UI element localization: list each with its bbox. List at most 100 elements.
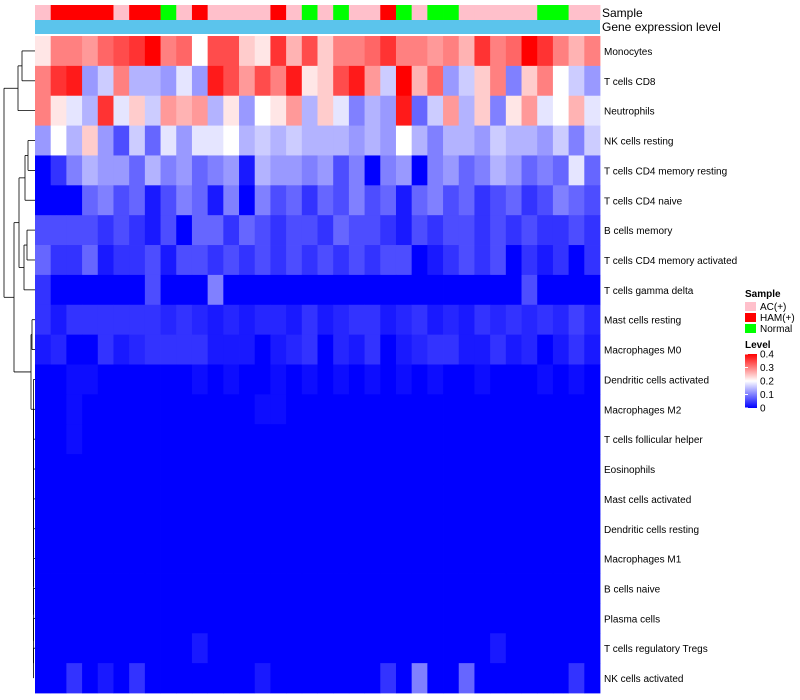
row-label: Eosinophils [604,465,655,476]
heatmap-cell [537,304,554,336]
heatmap-cell [348,274,365,306]
heatmap-cell [254,155,271,186]
heatmap-cell [584,245,601,276]
heatmap-cell [301,394,318,425]
heatmap-cell [411,185,428,216]
heatmap-cell [458,454,475,485]
heatmap-cell [207,215,224,246]
row-label: Macrophages M1 [604,555,682,566]
heatmap-cell [50,95,67,126]
heatmap-cell [411,95,428,126]
heatmap-cell [537,663,554,694]
heatmap-cell [333,483,350,515]
heatmap-cell [380,65,397,97]
heatmap-cell [458,573,475,604]
heatmap-cell [537,543,554,574]
legend-tick-label: 0 [760,404,766,415]
heatmap-cell [395,394,413,425]
heatmap-cell [474,513,491,545]
heatmap-cell [443,185,460,216]
heatmap-cell [411,125,428,156]
heatmap-cell [458,215,475,246]
heatmap-cell [270,125,287,156]
heatmap-cell [333,274,350,306]
heatmap-cell [521,483,538,515]
heatmap-cell [129,245,146,276]
heatmap-cell [35,633,52,664]
heatmap-cell [490,633,507,664]
heatmap-cell [317,125,334,156]
heatmap-cell [364,185,381,216]
heatmap-cell [286,274,303,306]
heatmap-cell [191,245,209,276]
heatmap-cell [223,36,240,67]
legend-swatch-normal [745,324,756,333]
heatmap-cell [239,65,256,97]
heatmap-cell [223,633,240,664]
heatmap-cell [254,394,271,425]
heatmap-cell [348,334,365,365]
heatmap-cell [333,95,350,126]
heatmap-cell [144,334,161,365]
heatmap-cell [380,215,397,246]
heatmap-cell [160,424,177,455]
heatmap-cell [490,125,507,156]
heatmap-cell [458,304,475,336]
heatmap-cell [411,513,428,545]
heatmap-cell [176,633,193,664]
row-dendrogram [3,50,35,679]
heatmap-cell [144,215,161,246]
heatmap-cell [301,245,318,276]
heatmap-cell [411,663,428,694]
heatmap-cell [521,334,538,365]
heatmap-cell [443,454,460,485]
heatmap-cell [552,185,570,216]
sample-annotation-cell [552,5,570,20]
heatmap-cell [505,215,522,246]
heatmap-cell [490,65,507,97]
heatmap-cell [505,36,522,67]
heatmap-cell [427,454,444,485]
heatmap-cell [113,663,130,694]
heatmap-cell [568,304,585,336]
heatmap-cell [380,543,397,574]
heatmap-cell [97,334,114,365]
heatmap-cell [395,125,413,156]
heatmap-cell [97,215,114,246]
heatmap-cell [348,603,365,634]
heatmap-cell [223,663,240,694]
heatmap-cell [50,125,67,156]
heatmap-cell [50,573,67,604]
heatmap-cell [207,633,224,664]
heatmap-cell [317,394,334,425]
legend: Sample AC(+) HAM(+) Normal Level 0.40.30… [745,289,795,415]
heatmap-cell [490,603,507,634]
legend-label-normal: Normal [760,324,792,335]
heatmap-cell [380,185,397,216]
heatmap-cell [552,304,570,336]
heatmap-cell [66,364,83,395]
heatmap-cell [254,663,271,694]
heatmap-cell [317,36,334,67]
heatmap-cell [97,245,114,276]
heatmap-cell [129,65,146,97]
heatmap-cell [82,185,99,216]
heatmap-cell [160,65,177,97]
heatmap-cell [333,633,350,664]
heatmap-cell [176,36,193,67]
heatmap-cell [223,394,240,425]
heatmap-cell [113,36,130,67]
heatmap-cell [505,483,522,515]
heatmap-cell [223,513,240,545]
heatmap-cell [97,483,114,515]
sample-annotation-cell [537,5,554,20]
heatmap-cell [317,95,334,126]
heatmap-cell [97,663,114,694]
heatmap-cell [82,543,99,574]
heatmap-cell [239,394,256,425]
heatmap-cell [239,364,256,395]
sample-annotation-cell [364,5,381,20]
heatmap-cell [191,513,209,545]
heatmap-cell [35,36,52,67]
heatmap-cell [176,543,193,574]
